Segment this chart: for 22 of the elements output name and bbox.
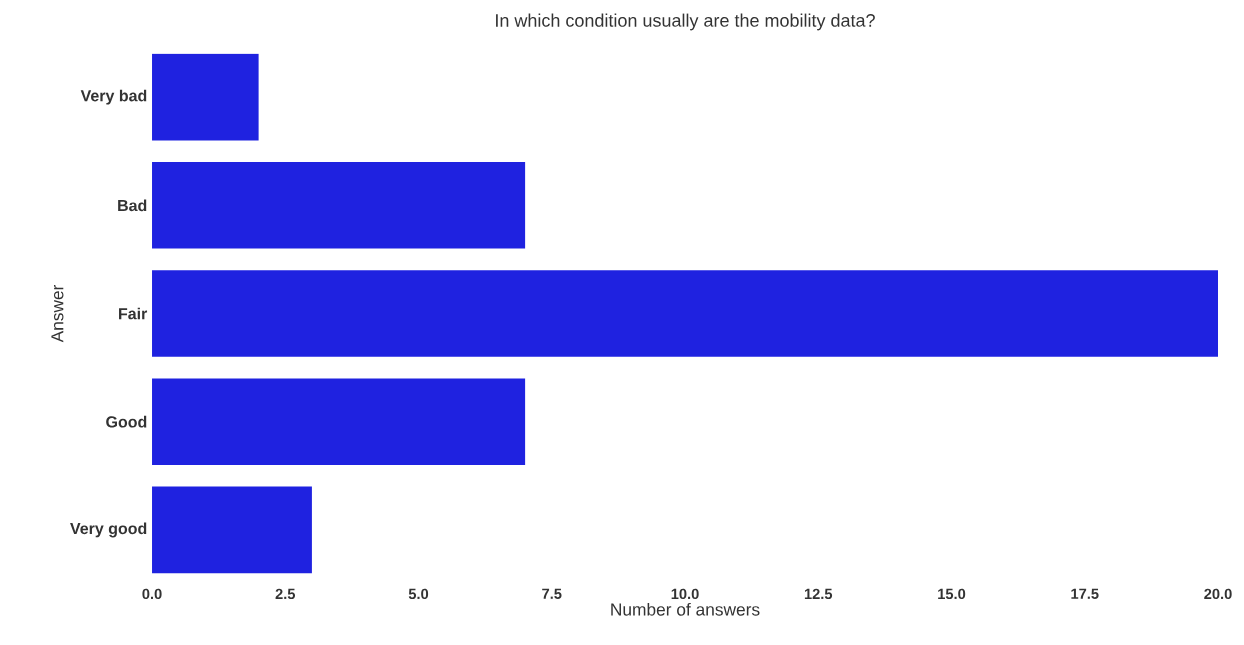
bar	[152, 378, 526, 465]
x-tick-label: 17.5	[1071, 588, 1099, 599]
y-tick-label: Fair	[119, 307, 148, 320]
bar	[152, 486, 312, 574]
x-tick-label: 10.0	[671, 588, 699, 600]
chart-title: In which condition usually are the mobility data?	[496, 13, 875, 31]
y-tick-label: Bad	[118, 199, 147, 212]
x-tick-label: 15.0	[938, 588, 966, 600]
bar	[152, 53, 259, 141]
x-tick-label: 20.0	[1204, 588, 1232, 600]
x-axis-title: Number of answers	[611, 602, 760, 616]
x-tick-label: 12.5	[804, 588, 833, 600]
y-axis-title: Answer	[51, 284, 64, 343]
y-tick-label: Good	[106, 415, 147, 428]
x-tick-label: 7.5	[542, 588, 562, 599]
x-tick-label: 5.0	[408, 588, 429, 600]
x-tick-label: 0.0	[142, 588, 162, 600]
y-tick-label: Very good	[70, 522, 147, 538]
x-tick-label: 2.5	[275, 588, 296, 600]
y-tick-label: Very bad	[80, 89, 147, 105]
bar	[152, 162, 526, 249]
bar	[152, 270, 1219, 357]
